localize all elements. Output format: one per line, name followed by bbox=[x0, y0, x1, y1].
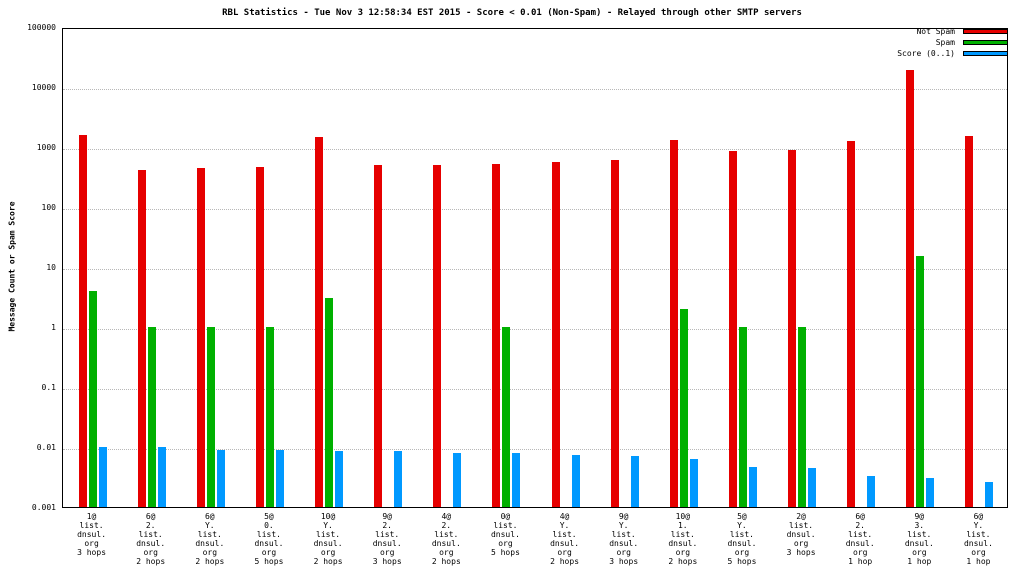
bar-score-0-1 bbox=[216, 449, 225, 507]
legend-item-not-spam: Not Spam bbox=[897, 27, 1008, 36]
bar-score-0-1 bbox=[453, 452, 462, 507]
bar-score-0-1 bbox=[275, 449, 284, 507]
bar-not-spam bbox=[788, 150, 797, 507]
y-tick-label: 10000 bbox=[31, 83, 56, 92]
gridline bbox=[63, 389, 1007, 390]
bar-not-spam bbox=[847, 141, 856, 507]
bar-score-0-1 bbox=[98, 447, 107, 507]
bar-spam bbox=[798, 327, 807, 507]
bar-not-spam bbox=[315, 137, 324, 507]
y-tick-label: 10 bbox=[46, 263, 56, 272]
y-tick-label: 0.01 bbox=[36, 443, 56, 452]
bar-score-0-1 bbox=[157, 447, 166, 507]
bar-not-spam bbox=[669, 140, 678, 507]
legend-label-spam: Spam bbox=[935, 38, 955, 47]
x-category-label: 6@ 2. list. dnsul. org 2 hops bbox=[136, 512, 166, 566]
gridline bbox=[63, 89, 1007, 90]
bar-score-0-1 bbox=[926, 477, 935, 507]
y-tick-label: 100 bbox=[41, 203, 56, 212]
x-category-label: 5@ 0. list. dnsul. org 5 hops bbox=[254, 512, 284, 566]
bar-score-0-1 bbox=[689, 459, 698, 507]
bar-not-spam bbox=[137, 169, 146, 507]
x-category-label: 9@ 2. list. dnsul. org 3 hops bbox=[372, 512, 402, 566]
y-tick-label: 100000 bbox=[27, 23, 56, 32]
legend-label-score: Score (0..1) bbox=[897, 49, 955, 58]
bar-not-spam bbox=[78, 134, 87, 507]
bar-spam bbox=[88, 290, 97, 507]
bar-not-spam bbox=[728, 150, 737, 507]
x-category-label: 2@ list. dnsul. org 3 hops bbox=[786, 512, 816, 557]
bar-not-spam bbox=[433, 165, 442, 507]
bar-spam bbox=[147, 327, 156, 507]
gridline bbox=[63, 269, 1007, 270]
x-category-label: 6@ Y. list. dnsul. org 1 hop bbox=[963, 512, 993, 566]
bar-score-0-1 bbox=[335, 451, 344, 507]
bar-not-spam bbox=[492, 164, 501, 507]
x-category-label: 4@ Y. list. dnsul. org 2 hops bbox=[550, 512, 580, 566]
chart-title: RBL Statistics - Tue Nov 3 12:58:34 EST … bbox=[222, 8, 802, 18]
bar-score-0-1 bbox=[748, 467, 757, 507]
gridline bbox=[63, 209, 1007, 210]
legend-item-spam: Spam bbox=[897, 38, 1008, 47]
bar-not-spam bbox=[374, 165, 383, 507]
bar-spam bbox=[502, 327, 511, 507]
x-category-label: 5@ Y. list. dnsul. org 5 hops bbox=[727, 512, 757, 566]
legend-swatch-score bbox=[963, 51, 1008, 56]
x-category-label: 6@ Y. list. dnsul. org 2 hops bbox=[195, 512, 225, 566]
y-tick-label: 1000 bbox=[36, 143, 56, 152]
x-category-label: 1@ list. dnsul. org 3 hops bbox=[77, 512, 107, 557]
gridline bbox=[63, 449, 1007, 450]
bar-not-spam bbox=[551, 162, 560, 507]
bar-not-spam bbox=[196, 167, 205, 507]
legend-label-not-spam: Not Spam bbox=[916, 27, 955, 36]
y-tick-label: 1 bbox=[51, 323, 56, 332]
bar-score-0-1 bbox=[394, 451, 403, 507]
bar-score-0-1 bbox=[985, 482, 994, 507]
bar-score-0-1 bbox=[808, 467, 817, 507]
legend-swatch-spam bbox=[963, 40, 1008, 45]
bar-not-spam bbox=[610, 160, 619, 507]
x-category-label: 4@ 2. list. dnsul. org 2 hops bbox=[431, 512, 461, 566]
x-category-label: 10@ 1. list. dnsul. org 2 hops bbox=[668, 512, 698, 566]
x-category-label: 10@ Y. list. dnsul. org 2 hops bbox=[313, 512, 343, 566]
legend-item-score: Score (0..1) bbox=[897, 49, 1008, 58]
y-tick-label: 0.1 bbox=[41, 383, 56, 392]
bar-spam bbox=[325, 298, 334, 507]
bar-spam bbox=[265, 327, 274, 507]
bar-score-0-1 bbox=[867, 475, 876, 507]
bar-spam bbox=[916, 256, 925, 507]
x-category-label: 6@ 2. list. dnsul. org 1 hop bbox=[845, 512, 875, 566]
bar-not-spam bbox=[965, 136, 974, 507]
x-category-label: 9@ Y. list. dnsul. org 3 hops bbox=[609, 512, 639, 566]
bar-not-spam bbox=[906, 70, 915, 507]
bar-not-spam bbox=[255, 166, 264, 507]
bar-spam bbox=[679, 308, 688, 507]
y-tick-label: 0.001 bbox=[31, 503, 56, 512]
legend-swatch-not-spam bbox=[963, 29, 1008, 34]
gridline bbox=[63, 149, 1007, 150]
x-category-label: 9@ 3. list. dnsul. org 1 hop bbox=[904, 512, 934, 566]
x-category-label: 0@ list. dnsul. org 5 hops bbox=[490, 512, 520, 557]
gridline bbox=[63, 329, 1007, 330]
bar-spam bbox=[738, 327, 747, 507]
bar-score-0-1 bbox=[512, 453, 521, 507]
bar-score-0-1 bbox=[630, 456, 639, 507]
bar-spam bbox=[206, 327, 215, 507]
bar-score-0-1 bbox=[571, 454, 580, 507]
plot-area bbox=[62, 28, 1008, 508]
legend: Not Spam Spam Score (0..1) bbox=[897, 27, 1008, 58]
